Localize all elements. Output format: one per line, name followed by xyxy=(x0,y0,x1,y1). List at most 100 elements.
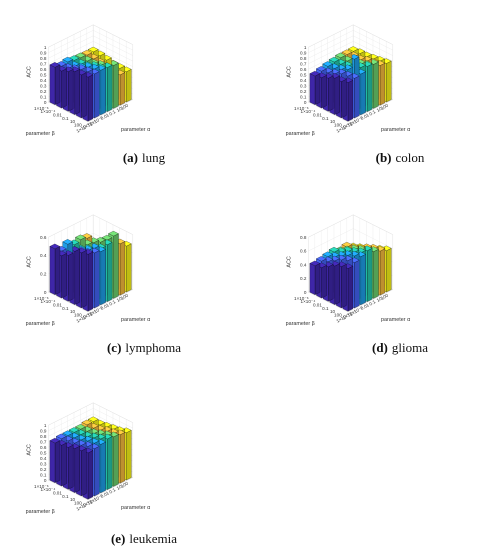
z-tick-label: 0.2 xyxy=(300,276,307,281)
chart-glioma: 00.20.40.60.8ACC1×10⁻⁶1×10⁻⁴0.010.110100… xyxy=(286,214,428,355)
z-tick-label: 0.6 xyxy=(300,67,307,72)
subfigure-caption: (e) leukemia xyxy=(111,531,177,546)
x-tick-label: 0.1 xyxy=(322,116,329,121)
chart-leukemia: 00.10.20.30.40.50.60.70.80.91ACC1×10⁻⁶1×… xyxy=(26,402,177,546)
bar-side xyxy=(94,446,100,497)
z-tick-label: 0 xyxy=(304,100,307,105)
y-tick-label: 0.01 xyxy=(100,490,111,499)
bar-side xyxy=(61,442,67,487)
z-tick-label: 0.8 xyxy=(40,434,47,439)
z-axis-label: ACC xyxy=(286,66,292,77)
bar-side xyxy=(126,243,132,293)
bar-side xyxy=(74,248,80,305)
bar-side xyxy=(61,253,67,299)
z-tick-label: 0.4 xyxy=(40,456,47,461)
bar-front xyxy=(49,64,56,105)
x-tick-label: 10 xyxy=(330,309,336,314)
z-tick-label: 1 xyxy=(304,45,307,50)
y-tick-label: 100 xyxy=(120,103,130,111)
z-tick-label: 0.9 xyxy=(40,50,47,55)
bar-side xyxy=(354,260,360,309)
y-tick-label: 1×10⁻⁶ xyxy=(335,122,350,134)
z-tick-label: 0.4 xyxy=(40,253,47,258)
z-tick-label: 0.2 xyxy=(40,89,47,94)
bar-side xyxy=(126,69,132,103)
x-tick-label: 0.01 xyxy=(313,302,322,307)
bar-side xyxy=(68,252,74,302)
y-tick-label: 0.01 xyxy=(360,112,371,121)
bar-side xyxy=(119,241,126,296)
bar-side xyxy=(341,264,347,309)
z-tick-label: 0.1 xyxy=(40,94,47,99)
z-tick-label: 0 xyxy=(44,478,47,483)
z-tick-label: 0.8 xyxy=(300,56,307,61)
bar-side xyxy=(54,440,61,483)
x-axis-label: parameter β xyxy=(26,321,55,327)
chart-colon: 00.10.20.30.40.50.60.70.80.91ACC1×10⁻⁶1×… xyxy=(286,24,425,165)
y-axis-label: parameter α xyxy=(121,317,150,323)
bar-side xyxy=(119,72,126,106)
z-tick-label: 0.7 xyxy=(40,439,47,444)
bar-side xyxy=(347,80,354,122)
z-tick-label: 0 xyxy=(44,290,47,295)
bar-side xyxy=(321,265,327,299)
bar-side xyxy=(87,251,94,312)
z-tick-label: 0.6 xyxy=(40,67,47,72)
x-tick-label: 100 xyxy=(74,312,82,317)
z-tick-label: 0.5 xyxy=(300,72,307,77)
caption-letter: (c) xyxy=(107,340,121,355)
subfigure-caption: (a) lung xyxy=(123,150,166,165)
bar-side xyxy=(126,430,132,481)
x-tick-label: 1×10⁻⁶ xyxy=(294,296,309,301)
y-tick-label: 10 xyxy=(116,296,123,303)
x-tick-label: 0.1 xyxy=(322,306,329,311)
z-axis-label: ACC xyxy=(26,66,32,77)
bar-side xyxy=(341,78,347,119)
bar-side xyxy=(367,63,373,112)
y-tick-label: 1×10⁻⁶ xyxy=(335,312,350,324)
bar-side xyxy=(61,68,67,109)
y-axis-label: parameter α xyxy=(121,127,150,133)
bar-side xyxy=(386,60,392,103)
bar-side xyxy=(321,75,327,109)
bar-side xyxy=(81,448,87,497)
bar-front xyxy=(309,73,316,105)
z-tick-label: 0.9 xyxy=(40,428,47,433)
y-tick-label: 1×10⁻⁴ xyxy=(342,309,357,321)
bar-side xyxy=(100,441,106,494)
z-tick-label: 0.3 xyxy=(300,83,307,88)
bar xyxy=(309,260,321,295)
y-tick-label: 1×10⁻² xyxy=(89,493,104,505)
x-tick-label: 1×10⁻⁶ xyxy=(34,484,49,489)
bar-side xyxy=(113,62,119,109)
y-tick-label: 1×10⁻⁴ xyxy=(82,497,97,509)
z-axis-label: ACC xyxy=(286,256,292,267)
bar-side xyxy=(113,434,119,487)
y-tick-label: 1×10⁻² xyxy=(89,305,104,317)
bar-side xyxy=(107,242,113,302)
z-tick-label: 0.5 xyxy=(40,450,47,455)
z-tick-label: 1 xyxy=(44,45,47,50)
y-tick-label: 10 xyxy=(376,296,383,303)
z-tick-label: 0 xyxy=(304,290,307,295)
y-tick-label: 1×10⁻² xyxy=(89,115,104,127)
z-tick-label: 0 xyxy=(44,100,47,105)
bar-side xyxy=(94,71,100,119)
bar-side xyxy=(373,61,379,109)
z-axis-label: ACC xyxy=(26,444,32,455)
x-tick-label: 1×10⁻⁴ xyxy=(41,299,56,304)
x-tick-label: 10 xyxy=(70,497,76,502)
z-tick-label: 0.3 xyxy=(40,461,47,466)
z-tick-label: 0.1 xyxy=(40,472,47,477)
bar-side xyxy=(87,74,94,122)
bar-side xyxy=(100,249,106,306)
bar-side xyxy=(379,62,386,106)
z-tick-label: 0.4 xyxy=(300,262,307,267)
z-tick-label: 0.7 xyxy=(40,61,47,66)
bar xyxy=(49,243,61,295)
x-tick-label: 0.01 xyxy=(53,490,62,495)
caption-text: lung xyxy=(142,150,166,165)
caption-text: leukemia xyxy=(129,531,177,546)
bar-side xyxy=(94,250,100,309)
y-tick-label: 1×10⁻⁶ xyxy=(75,122,90,134)
